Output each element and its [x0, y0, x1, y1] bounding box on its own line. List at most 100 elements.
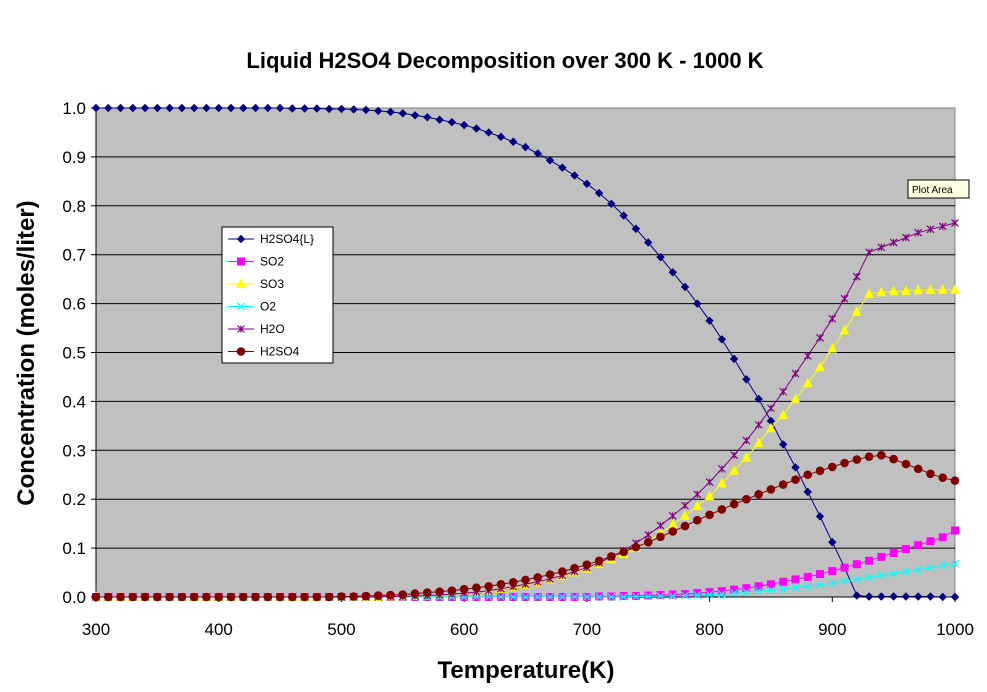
data-point-h2so4 — [619, 547, 628, 557]
data-point-h2so4-l — [533, 149, 542, 158]
data-point-so3 — [864, 288, 874, 298]
data-point-h2so4-l — [447, 117, 457, 127]
data-point-so3 — [704, 490, 715, 501]
data-point-so3 — [937, 284, 948, 294]
data-point-o2 — [595, 593, 604, 601]
legend-item-h2o: H2O — [228, 322, 285, 336]
data-point-h2so4-l — [128, 103, 138, 113]
data-point-o2 — [852, 575, 861, 584]
data-point-h2so4 — [803, 470, 813, 480]
data-point-o2 — [632, 592, 640, 601]
data-point-h2o — [767, 404, 775, 413]
x-axis-label: Temperature(K) — [438, 657, 615, 684]
data-point-h2so4 — [778, 480, 788, 489]
legend: H2SO4{L} SO2 SO3 O2 H2O H2SO4 — [221, 226, 334, 364]
data-point-h2so4 — [840, 458, 849, 468]
data-point-h2so4-l — [631, 224, 641, 233]
y-tick-labels: 0.0 0.1 0.2 0.3 0.4 0.5 0.6 0.7 0.8 0.9 1.0 — [62, 99, 97, 607]
data-point-so2 — [791, 575, 800, 584]
data-point-h2so4 — [459, 584, 469, 594]
data-point-h2so4-l — [913, 592, 923, 601]
data-point-so2 — [668, 590, 677, 599]
data-point-so3 — [888, 285, 899, 296]
data-point-h2o — [681, 501, 689, 510]
data-point-h2o — [877, 243, 886, 252]
data-point-so3 — [778, 409, 789, 420]
legend-swatch-marker — [236, 234, 246, 244]
data-point-h2o — [840, 294, 849, 303]
data-point-h2so4 — [202, 592, 211, 602]
y-tick-label: 0.5 — [62, 344, 86, 363]
data-point-h2so4-l — [374, 106, 383, 116]
data-point-o2 — [938, 561, 947, 570]
data-point-h2so4 — [189, 592, 199, 602]
data-point-o2 — [779, 585, 788, 594]
tooltip-text: Plot Area — [912, 185, 953, 196]
data-point-h2so4-l — [803, 487, 812, 497]
y-tick-label: 0.9 — [62, 148, 86, 167]
data-point-o2 — [509, 593, 518, 601]
data-point-so3 — [876, 286, 887, 297]
data-point-h2so4 — [116, 592, 125, 602]
data-point-so2 — [828, 567, 837, 576]
data-point-so3 — [925, 284, 936, 294]
data-point-h2so4 — [447, 586, 457, 595]
data-point-so3 — [802, 377, 813, 388]
data-point-h2so4 — [950, 476, 960, 485]
data-point-so2 — [693, 589, 702, 598]
data-point-h2so4 — [570, 563, 579, 573]
data-point-h2o — [656, 521, 665, 530]
data-point-so3 — [839, 324, 850, 335]
data-point-o2 — [901, 567, 910, 576]
data-point-h2so4-l — [202, 103, 211, 113]
data-point-h2so4-l — [226, 103, 236, 113]
data-point-so3 — [827, 342, 838, 353]
data-point-h2so4 — [410, 589, 420, 598]
data-point-so2 — [779, 577, 788, 586]
data-point-o2 — [951, 559, 959, 568]
data-point-o2 — [705, 590, 714, 599]
x-tick-label: 500 — [327, 620, 355, 639]
data-point-h2so4-l — [189, 103, 199, 113]
data-point-h2so4-l — [656, 252, 665, 262]
data-point-h2so4-l — [901, 592, 911, 601]
data-point-h2so4 — [558, 567, 567, 576]
data-point-so2 — [877, 552, 886, 561]
data-point-h2so4 — [337, 592, 346, 601]
x-tick-label: 300 — [82, 620, 110, 639]
y-tick-label: 0.3 — [62, 441, 86, 460]
data-point-h2so4 — [680, 521, 690, 531]
legend-item-so2: SO2 — [228, 255, 284, 269]
data-point-h2so4-l — [509, 137, 518, 146]
data-point-o2 — [754, 587, 763, 596]
data-point-h2so4-l — [950, 592, 960, 602]
data-point-h2so4-l — [140, 103, 150, 113]
data-point-h2o — [668, 511, 677, 520]
data-point-h2so4-l — [668, 268, 677, 277]
data-point-o2 — [742, 588, 751, 597]
data-point-h2o — [754, 420, 763, 429]
data-point-h2so4 — [91, 592, 101, 602]
data-point-o2 — [681, 591, 689, 600]
data-point-h2so4-l — [754, 394, 763, 404]
data-point-o2 — [877, 571, 886, 580]
data-point-h2so4-l — [607, 199, 616, 209]
data-point-h2so4 — [165, 592, 174, 602]
data-point-so3 — [790, 393, 801, 403]
data-point-h2so4-l — [300, 104, 309, 113]
data-point-h2so4 — [275, 592, 285, 602]
data-point-h2so4-l — [459, 120, 469, 130]
data-point-h2o — [901, 233, 910, 242]
data-point-h2so4 — [251, 592, 260, 602]
y-tick-label: 0.0 — [62, 588, 86, 607]
data-point-h2so4 — [582, 560, 592, 570]
gridlines — [96, 156, 955, 549]
data-point-so2 — [889, 548, 898, 557]
data-point-h2o — [779, 387, 788, 396]
y-tick-label: 0.4 — [62, 392, 86, 411]
data-point-o2 — [521, 593, 530, 601]
data-point-so3 — [717, 477, 727, 488]
x-tick-label: 1000 — [936, 620, 974, 639]
data-point-h2so4 — [668, 527, 678, 536]
data-point-so2 — [816, 570, 825, 579]
